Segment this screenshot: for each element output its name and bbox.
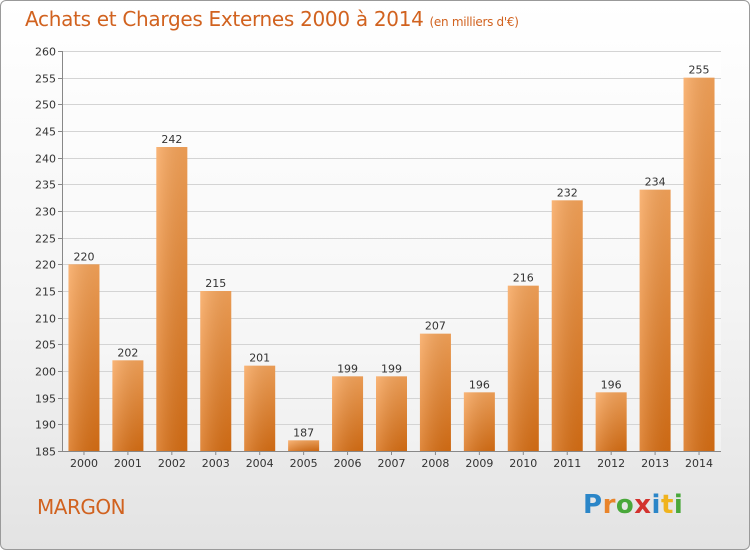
data-label: 216 bbox=[513, 272, 534, 285]
y-tick-label: 200 bbox=[35, 366, 56, 379]
x-tick-label: 2007 bbox=[378, 457, 406, 470]
bar-shade bbox=[507, 285, 539, 451]
y-tick-label: 255 bbox=[35, 73, 56, 86]
x-tick-label: 2008 bbox=[421, 457, 449, 470]
data-label: 215 bbox=[205, 277, 226, 290]
data-label: 220 bbox=[73, 250, 94, 263]
data-label: 196 bbox=[469, 378, 490, 391]
x-tick-label: 2013 bbox=[641, 457, 669, 470]
bar-shade bbox=[683, 77, 715, 452]
y-tick-label: 210 bbox=[35, 313, 56, 326]
x-tick-label: 2005 bbox=[290, 457, 318, 470]
chart-unit: (en milliers d'€) bbox=[429, 15, 519, 29]
bar-shade bbox=[376, 376, 407, 451]
logo-letter: r bbox=[602, 490, 616, 520]
bar-shade bbox=[419, 333, 451, 451]
bar-shade bbox=[463, 392, 495, 451]
logo-letter: i bbox=[651, 490, 661, 520]
y-tick-label: 190 bbox=[35, 419, 56, 432]
x-tick-label: 2001 bbox=[114, 457, 142, 470]
data-label: 207 bbox=[425, 320, 446, 333]
x-tick-label: 2003 bbox=[202, 457, 230, 470]
x-tick-label: 2004 bbox=[246, 457, 274, 470]
x-tick-label: 2012 bbox=[597, 457, 625, 470]
bar-shade bbox=[288, 440, 320, 451]
bar-shade bbox=[200, 291, 232, 451]
logo-letter: x bbox=[634, 490, 652, 520]
commune-name: MARGON bbox=[37, 495, 126, 519]
bar-shade bbox=[112, 360, 144, 451]
data-label: 234 bbox=[645, 176, 666, 189]
y-tick-label: 220 bbox=[35, 259, 56, 272]
data-label: 255 bbox=[689, 64, 710, 77]
logo-letter: o bbox=[615, 490, 635, 520]
logo-letter: i bbox=[673, 490, 684, 520]
x-tick-label: 2010 bbox=[509, 457, 537, 470]
chart-title: Achats et Charges Externes 2000 à 2014 (e… bbox=[25, 7, 519, 31]
y-tick-label: 230 bbox=[35, 206, 56, 219]
bar-shade bbox=[332, 376, 364, 451]
logo-letter: t bbox=[660, 490, 674, 520]
y-tick-label: 260 bbox=[35, 46, 56, 59]
proxiti-logo: Proxiti bbox=[583, 490, 683, 520]
x-tick-label: 2009 bbox=[465, 457, 493, 470]
y-tick-label: 215 bbox=[35, 286, 56, 299]
data-label: 201 bbox=[249, 352, 270, 365]
bar-shade bbox=[639, 189, 671, 451]
y-tick-label: 195 bbox=[35, 393, 56, 406]
bar-shade bbox=[156, 147, 188, 451]
data-label: 242 bbox=[161, 133, 182, 146]
data-label: 196 bbox=[601, 378, 622, 391]
data-label: 187 bbox=[293, 426, 314, 439]
y-tick-label: 245 bbox=[35, 126, 56, 139]
y-tick-label: 185 bbox=[35, 446, 56, 459]
bar-shade bbox=[551, 200, 583, 451]
y-tick-label: 250 bbox=[35, 99, 56, 112]
x-tick-label: 2011 bbox=[553, 457, 581, 470]
logo-letter: P bbox=[583, 490, 603, 520]
x-tick-label: 2014 bbox=[685, 457, 713, 470]
data-label: 199 bbox=[381, 362, 402, 375]
data-label: 202 bbox=[117, 346, 138, 359]
data-label: 232 bbox=[557, 186, 578, 199]
x-tick-label: 2002 bbox=[158, 457, 186, 470]
x-tick-label: 2000 bbox=[70, 457, 98, 470]
y-tick-label: 205 bbox=[35, 339, 56, 352]
y-tick-label: 235 bbox=[35, 179, 56, 192]
y-tick-label: 225 bbox=[35, 233, 56, 246]
bar-shade bbox=[244, 365, 276, 451]
bar-shade bbox=[595, 392, 627, 451]
bar-shade bbox=[68, 264, 100, 451]
chart-title-text: Achats et Charges Externes 2000 à 2014 bbox=[25, 7, 424, 31]
y-tick-label: 240 bbox=[35, 153, 56, 166]
x-tick-label: 2006 bbox=[334, 457, 362, 470]
data-label: 199 bbox=[337, 362, 358, 375]
